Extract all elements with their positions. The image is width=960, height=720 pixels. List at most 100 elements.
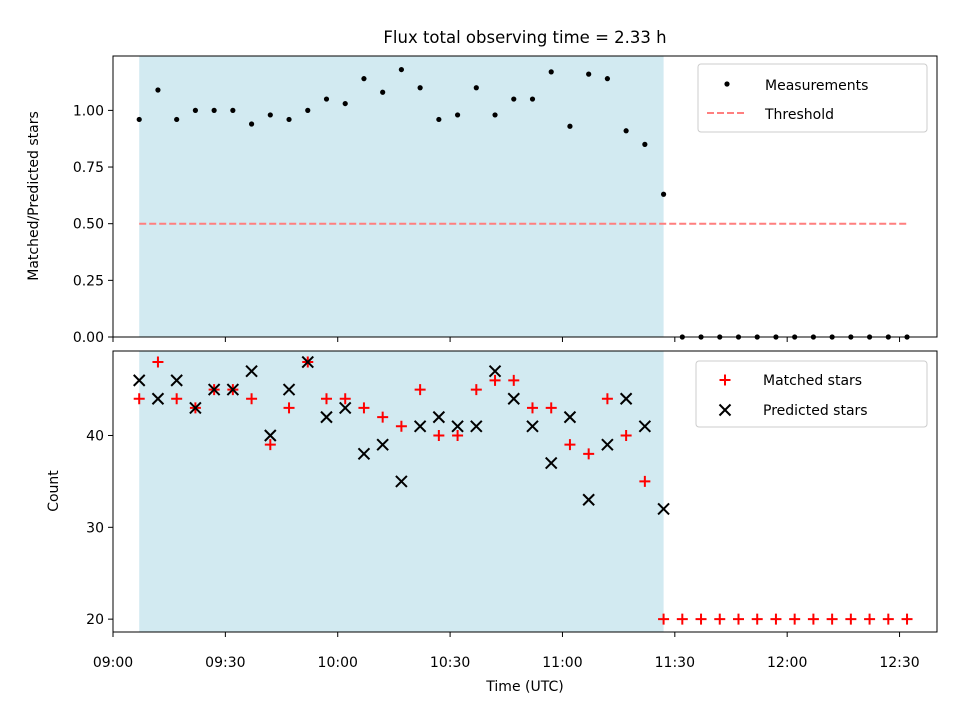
- measurement-point: [192, 107, 198, 113]
- matched-star-point: [452, 429, 464, 441]
- predicted-star-point: [133, 374, 146, 387]
- measurement-point: [380, 89, 386, 95]
- matched-star-point: [395, 420, 407, 432]
- predicted-star-point: [320, 410, 333, 424]
- predicted-star-point: [488, 364, 502, 378]
- predicted-star-point: [563, 410, 577, 424]
- matched-star-point: [470, 384, 482, 396]
- measurement-point: [398, 66, 404, 73]
- measurement-point: [286, 116, 292, 123]
- predicted-star-point: [395, 475, 408, 488]
- predicted-star-point: [432, 410, 446, 424]
- predicted-star-point: [207, 383, 221, 396]
- predicted-star-point: [619, 392, 633, 405]
- measurement-point: [361, 76, 367, 82]
- matched-star-point: [489, 374, 501, 386]
- measurement-point: [155, 87, 161, 93]
- matched-star-point: [639, 475, 651, 487]
- matched-star-point: [732, 613, 744, 625]
- matched-star-point: [320, 393, 332, 405]
- matched-star-point: [901, 613, 913, 625]
- measurement-point: [267, 112, 273, 118]
- predicted-star-point: [470, 420, 483, 433]
- predicted-star-point: [582, 493, 595, 506]
- bottom-ytick-label: 30: [86, 520, 104, 536]
- matched-star-point: [433, 429, 445, 441]
- measurement-point: [436, 116, 442, 123]
- predicted-star-point: [413, 420, 427, 433]
- top-ytick-label: 0.75: [73, 160, 104, 176]
- measurement-point: [211, 107, 217, 113]
- measurement-point: [642, 141, 648, 147]
- predicted-star-point: [339, 401, 352, 415]
- top-legend: Measurements Threshold: [697, 63, 928, 133]
- top-axis-ylabel: Matched/Predicted stars: [26, 111, 42, 281]
- bottom-xtick-label: 11:30: [655, 655, 695, 671]
- matched-star-point: [770, 613, 782, 625]
- measurement-point: [473, 85, 479, 91]
- measurement-point: [174, 116, 180, 123]
- matched-star-point: [807, 613, 819, 625]
- predicted-star-point: [657, 502, 670, 516]
- measurement-point: [660, 191, 667, 197]
- matched-star-point: [152, 356, 164, 368]
- bottom-ytick-label: 20: [86, 612, 104, 628]
- measurement-point: [623, 128, 629, 134]
- matched-star-point: [264, 439, 276, 451]
- matched-star-point: [171, 393, 183, 405]
- predicted-star-point: [151, 392, 165, 405]
- matched-star-point: [339, 393, 351, 405]
- predicted-star-point: [376, 438, 389, 451]
- matched-star-point: [601, 393, 613, 405]
- predicted-star-point: [357, 447, 371, 461]
- matched-star-point: [695, 613, 707, 625]
- legend-matched-marker: [719, 374, 731, 386]
- bottom-xtick-label: 10:30: [430, 655, 470, 671]
- measurement-point: [248, 121, 255, 127]
- bottom-axis-ylabel: Count: [46, 470, 62, 512]
- top-ytick-label: 0.50: [73, 217, 104, 233]
- predicted-star-point: [189, 401, 202, 415]
- measurement-point: [567, 123, 573, 129]
- measurement-point: [454, 112, 461, 118]
- bottom-legend-box: [695, 360, 928, 428]
- matched-star-point: [864, 613, 876, 625]
- predicted-star-point: [264, 429, 277, 442]
- bottom-xtick-label: 09:30: [205, 655, 245, 671]
- top-axes: 0.00 0.25 0.50 0.75 1.00 Measurements Threshol…: [73, 55, 938, 346]
- bottom-xtick-label: 09:00: [93, 655, 133, 671]
- predicted-star-point: [226, 383, 240, 396]
- measurement-point: [511, 96, 517, 102]
- measurement-point: [342, 100, 348, 107]
- bottom-xtick-label: 12:30: [879, 655, 919, 671]
- measurement-point: [136, 116, 142, 123]
- matched-star-point: [133, 393, 145, 405]
- top-legend-box: [697, 63, 928, 133]
- matched-star-point: [714, 613, 726, 625]
- matched-star-point: [583, 448, 595, 460]
- matched-star-point: [789, 613, 801, 625]
- chart-title: Flux total observing time = 2.33 h: [383, 28, 666, 47]
- predicted-star-point: [507, 392, 520, 405]
- bottom-xtick-label: 12:00: [767, 655, 807, 671]
- matched-star-point: [283, 402, 295, 414]
- legend-matched-label: Matched stars: [763, 373, 862, 389]
- matched-star-point: [414, 384, 426, 396]
- measurement-point: [492, 112, 498, 118]
- legend-predicted-label: Predicted stars: [763, 403, 868, 419]
- matched-star-point: [751, 613, 763, 625]
- matched-star-point: [882, 613, 894, 625]
- top-ytick-label: 1.00: [73, 103, 104, 119]
- measurement-point: [548, 69, 554, 75]
- measurement-point: [529, 96, 536, 102]
- predicted-star-point: [601, 438, 614, 451]
- bottom-ytick-label: 40: [86, 428, 104, 444]
- measurement-point: [230, 107, 236, 113]
- measurement-point: [604, 76, 611, 82]
- matched-star-point: [377, 411, 389, 423]
- top-frame: [112, 55, 938, 338]
- predicted-star-point: [282, 383, 296, 396]
- top-ytick-label: 0.00: [73, 330, 104, 346]
- predicted-star-point: [545, 456, 558, 470]
